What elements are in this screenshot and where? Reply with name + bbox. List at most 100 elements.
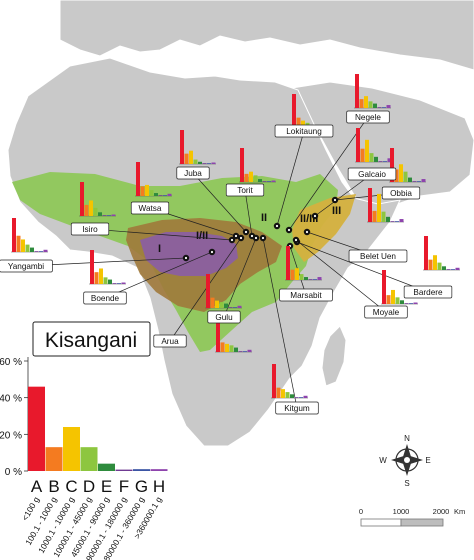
site-bar-arua-1 (220, 342, 225, 352)
site-bar-kitgum-6 (299, 397, 303, 398)
site-bar-lokitaung-2 (301, 120, 305, 128)
site-label-lokitaung: Lokitaung (274, 124, 334, 138)
site-marker-belet_uen (303, 228, 311, 236)
big-chart-category-G: G (135, 477, 148, 496)
site-bar-watsa-5 (158, 195, 163, 196)
site-chart-marsabit (285, 246, 322, 281)
site-bar-gulu-5 (228, 307, 233, 308)
site-bar-kitgum-2 (281, 389, 285, 398)
site-label-text-yangambi: Yangambi (8, 262, 44, 271)
site-bar-watsa-1 (140, 186, 145, 196)
leader-line-gulu (223, 237, 257, 318)
site-bar-moyale-3 (395, 297, 400, 304)
big-chart-bar-H (150, 469, 168, 471)
big-chart-category-C: C (65, 477, 77, 496)
big-chart-category-H: H (153, 477, 165, 496)
site-bar-obbia-1 (394, 169, 399, 182)
site-chart-arua (215, 318, 252, 353)
site-bar-belet_uen-1 (372, 210, 377, 222)
leader-line-moyale (295, 239, 387, 313)
site-bar-arua-6 (243, 351, 247, 352)
compass-south: S (404, 479, 409, 488)
big-chart-bar-E (98, 463, 115, 471)
site-chart-negele (354, 74, 391, 109)
site-bar-galcaio-6 (383, 161, 387, 162)
scale-tick-0: 0 (359, 507, 363, 516)
site-bar-gulu-1 (210, 297, 215, 308)
site-marker-negele (285, 226, 293, 234)
site-bar-negele-1 (359, 99, 364, 108)
site-label-text-galcaio: Galcaio (358, 170, 386, 179)
site-bar-yangambi-6 (39, 251, 43, 252)
site-bar-obbia-5 (412, 181, 417, 182)
site-bar-watsa-4 (154, 193, 158, 196)
site-bar-obbia-2 (399, 164, 403, 182)
site-bar-boende-1 (94, 272, 99, 284)
featured-site-label-box: Kisangani (32, 321, 151, 357)
site-bar-yangambi-0 (12, 218, 16, 252)
site-bar-negele-4 (373, 103, 377, 108)
site-bar-torit-6 (267, 181, 271, 182)
site-bar-arua-0 (216, 318, 220, 352)
site-bar-juba-3 (193, 159, 198, 164)
site-bar-kitgum-5 (294, 397, 299, 398)
site-bar-isiro-7 (111, 214, 116, 216)
site-label-text-kitgum: Kitgum (284, 404, 310, 413)
site-label-gulu: Gulu (207, 310, 241, 324)
arabian-peninsula (291, 81, 474, 213)
big-chart-bar-B (45, 447, 63, 471)
site-chart-watsa (135, 162, 172, 197)
site-bar-gulu-0 (206, 274, 210, 308)
site-bar-watsa-6 (163, 195, 167, 196)
site-bar-yangambi-2 (21, 239, 25, 252)
site-label-text-bardere: Bardere (413, 288, 443, 297)
site-bar-marsabit-5 (308, 279, 313, 280)
site-bar-torit-7 (271, 180, 276, 182)
site-bar-juba-7 (211, 162, 216, 164)
site-bar-boende-6 (117, 283, 121, 284)
site-label-arua: Arua (153, 334, 187, 348)
site-bar-obbia-0 (390, 148, 394, 182)
region-label-i-ii: I/II (196, 230, 208, 242)
site-bar-watsa-0 (136, 162, 140, 196)
site-bar-bardere-0 (424, 236, 428, 270)
site-bar-watsa-7 (167, 193, 172, 196)
site-label-belet_uen: Belet Uen (348, 249, 408, 263)
site-label-text-negele: Negele (355, 113, 381, 122)
region-yellow-zone (292, 194, 356, 262)
site-bar-belet_uen-3 (381, 211, 386, 222)
site-bar-galcaio-7 (387, 158, 392, 162)
site-marker-kitgum (259, 234, 267, 242)
site-marker-gulu (252, 234, 260, 242)
site-bar-marsabit-6 (313, 279, 317, 280)
site-bar-watsa-2 (145, 184, 149, 196)
site-chart-juba (179, 130, 216, 165)
site-bar-isiro-0 (80, 182, 84, 216)
leader-line-negele (288, 116, 369, 231)
big-chart-bar-C (63, 427, 80, 471)
site-bar-boende-2 (99, 268, 103, 284)
site-label-text-gulu: Gulu (215, 313, 233, 322)
site-bar-juba-5 (202, 163, 207, 164)
site-bar-marsabit-4 (304, 277, 308, 280)
site-bar-negele-2 (364, 96, 368, 108)
site-label-text-torit: Torit (237, 186, 253, 195)
site-label-marsabit: Marsabit (279, 288, 333, 302)
site-chart-obbia (389, 148, 426, 183)
site-bar-isiro-2 (89, 200, 93, 216)
site-label-text-boende: Boende (91, 294, 120, 303)
site-bar-marsabit-0 (286, 246, 290, 280)
site-label-isiro: Isiro (70, 222, 110, 236)
site-bar-belet_uen-5 (390, 221, 395, 222)
site-bar-moyale-4 (400, 300, 404, 304)
site-bar-marsabit-1 (290, 269, 295, 280)
site-marker-isiro (228, 236, 236, 244)
site-marker-watsa (232, 232, 240, 240)
compass-east: E (425, 456, 430, 465)
site-bar-galcaio-0 (356, 128, 360, 162)
leader-line-bardere (296, 241, 429, 293)
scale-tick-2000: 2000 (433, 507, 450, 516)
site-bar-gulu-6 (233, 307, 237, 308)
site-label-boende: Boende (83, 291, 127, 305)
